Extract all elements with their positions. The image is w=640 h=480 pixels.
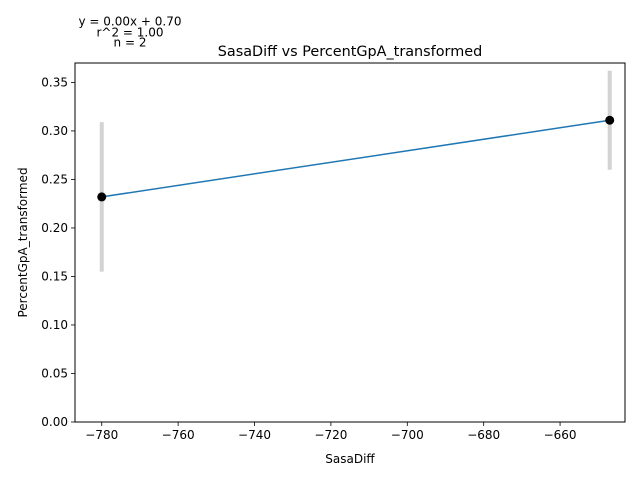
y-tick-label: 0.30	[41, 124, 68, 138]
y-tick-label: 0.10	[41, 318, 68, 332]
y-tick-label: 0.25	[41, 172, 68, 186]
y-tick-label: 0.05	[41, 366, 68, 380]
x-tick-label: −700	[391, 428, 424, 442]
annotation-equation: y = 0.00x + 0.70	[78, 15, 181, 29]
y-tick-label: 0.20	[41, 221, 68, 235]
y-axis-label: PercentGpA_transformed	[16, 167, 30, 317]
x-tick-label: −660	[544, 428, 577, 442]
y-axis: 0.00 0.05 0.10 0.15 0.20 0.25 0.30 0.35	[41, 75, 75, 429]
x-tick-label: −780	[85, 428, 118, 442]
x-tick-label: −760	[162, 428, 195, 442]
chart-title: SasaDiff vs PercentGpA_transformed	[218, 44, 482, 60]
x-tick-label: −680	[467, 428, 500, 442]
x-tick-label: −740	[238, 428, 271, 442]
y-tick-label: 0.00	[41, 415, 68, 429]
x-tick-label: −720	[314, 428, 347, 442]
data-point-1	[605, 115, 615, 125]
plot-area	[97, 70, 615, 272]
x-axis: −780 −760 −740 −720 −700 −680 −660	[85, 422, 577, 442]
y-tick-label: 0.15	[41, 269, 68, 283]
axes-frame	[74, 62, 626, 423]
annotation-n: n = 2	[114, 36, 147, 50]
x-axis-label: SasaDiff	[325, 452, 375, 466]
y-tick-label: 0.35	[41, 75, 68, 89]
data-point-0	[97, 192, 107, 202]
fit-line	[101, 119, 610, 198]
annotation-r-squared: r^2 = 1.00	[96, 26, 163, 40]
